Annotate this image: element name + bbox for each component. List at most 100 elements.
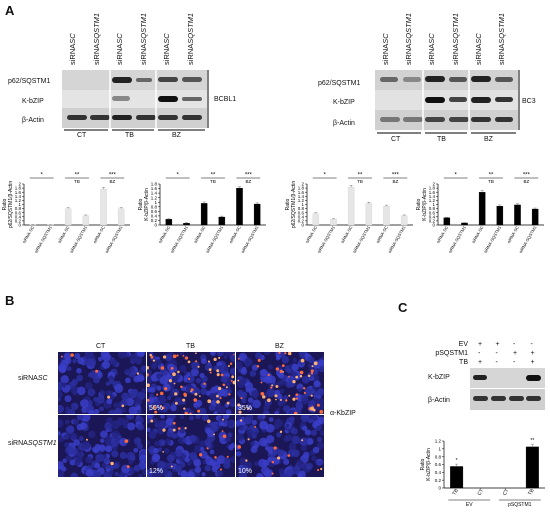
nucleus	[81, 440, 91, 450]
nucleus	[306, 438, 314, 445]
kbzip-signal	[149, 353, 153, 357]
kbzip-signal	[299, 375, 303, 378]
nucleus	[111, 450, 119, 458]
nucleus	[80, 399, 89, 408]
treatment-sign: -	[495, 359, 498, 366]
y-axis-label: Ratio	[285, 198, 291, 210]
condition-bz-bc3: BZ	[484, 136, 493, 143]
nucleus	[283, 395, 289, 400]
significance-label: BZ	[392, 179, 398, 184]
nucleus	[193, 459, 202, 468]
kbzip-signal	[136, 372, 140, 375]
y-tick-label: 0	[154, 223, 157, 228]
y-tick-label: 0.8	[298, 206, 305, 211]
nucleus	[318, 460, 324, 465]
kbzip-signal	[203, 382, 206, 386]
nucleus	[240, 368, 248, 375]
nucleus	[247, 397, 254, 403]
kbzip-signal	[284, 352, 287, 355]
nucleus	[76, 423, 84, 431]
nucleus	[223, 354, 228, 360]
nucleus	[175, 465, 182, 472]
category-label: siRNA-SC	[193, 225, 207, 244]
kbzip-signal	[238, 410, 242, 414]
nucleus	[147, 396, 155, 404]
nucleus	[216, 352, 224, 357]
nucleus	[127, 422, 136, 431]
significance-stars: ***	[109, 173, 117, 179]
kbzip-signal	[110, 461, 114, 466]
nucleus	[76, 451, 83, 458]
kbzip-signal	[295, 375, 299, 379]
kbzip-signal	[222, 383, 226, 387]
nucleus	[217, 418, 222, 423]
nucleus	[156, 385, 162, 391]
nucleus	[125, 397, 135, 407]
category-label: siRNA-SQSTM1	[104, 224, 124, 253]
nucleus	[113, 407, 123, 414]
nucleus	[314, 390, 320, 397]
y-tick-label: 0.4	[435, 470, 442, 475]
kbzip-signal	[267, 373, 270, 377]
nucleus	[224, 352, 229, 355]
nucleus	[84, 358, 92, 366]
y-tick-label: 1	[438, 446, 441, 451]
kbzip-signal	[156, 393, 159, 396]
condition-underlines-right	[377, 132, 516, 134]
nucleus	[88, 430, 96, 439]
nucleus	[282, 405, 291, 413]
nucleus	[174, 449, 183, 457]
nucleus	[142, 468, 146, 476]
y-tick-label: 0.8	[15, 206, 22, 211]
kbzip-signal	[188, 377, 191, 381]
condition-ct-bc3: CT	[391, 136, 401, 143]
western-blot-panel-c	[470, 368, 545, 410]
category-label: siRNA-SC	[57, 225, 71, 244]
significance-stars: *	[40, 173, 43, 179]
nucleus	[299, 437, 308, 446]
nucleus	[200, 381, 207, 389]
y-axis-label: p62/SQSTM1/β-Actin	[8, 181, 14, 229]
kbzip-signal	[226, 455, 229, 458]
nucleus	[72, 418, 80, 426]
nucleus	[61, 382, 67, 388]
nucleus	[123, 423, 129, 429]
kbzip-signal	[197, 365, 200, 368]
nucleus	[209, 459, 217, 467]
category-label: siRNA-SQSTM1	[352, 224, 372, 253]
nucleus	[179, 364, 187, 372]
nucleus	[246, 429, 254, 436]
nucleus	[190, 368, 199, 377]
nucleus	[108, 470, 114, 476]
bar	[100, 188, 107, 226]
kbzip-signal	[311, 365, 314, 368]
nucleus	[209, 449, 215, 455]
nucleus	[135, 415, 141, 420]
blot-label-actin: β-Actin	[22, 117, 44, 124]
kbzip-signal	[281, 364, 285, 368]
kbzip-signal	[301, 439, 304, 442]
nucleus	[58, 404, 64, 414]
nucleus	[147, 427, 151, 432]
kbzip-signal	[216, 373, 220, 377]
condition-tb: TB	[125, 132, 134, 139]
nucleus	[291, 363, 299, 372]
kbzip-signal	[194, 392, 198, 396]
y-tick-label: 0.4	[298, 214, 305, 219]
kbzip-signal	[229, 362, 233, 365]
kbzip-signal	[292, 380, 296, 384]
nucleus	[224, 382, 231, 389]
kbzip-signal	[60, 355, 63, 358]
blot-label-p62-bc3: p62/SQSTM1	[318, 80, 361, 87]
category-label: siRNA-SC	[21, 225, 35, 244]
y-axis-label: K-bZIP/β-Actin	[144, 188, 150, 221]
nucleus	[166, 454, 175, 463]
nucleus	[312, 368, 319, 375]
y-tick-label: 1.2	[435, 439, 442, 444]
y-tick-label: 0.2	[151, 218, 158, 223]
nucleus	[275, 354, 282, 360]
kbzip-signal	[162, 428, 166, 432]
nucleus	[126, 415, 135, 420]
kbzip-signal	[172, 421, 176, 425]
significance-stars: ***	[523, 173, 531, 179]
